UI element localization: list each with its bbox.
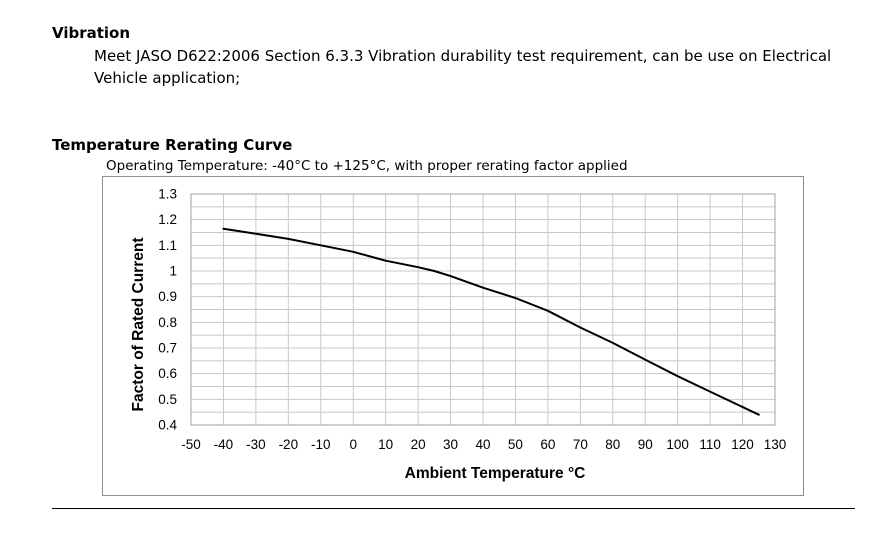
rerating-heading: Temperature Rerating Curve — [52, 136, 293, 154]
vibration-description: Meet JASO D622:2006 Section 6.3.3 Vibrat… — [94, 47, 832, 87]
y-axis-label: Factor of Rated Current — [130, 238, 147, 412]
x-tick-label: 10 — [378, 437, 393, 452]
x-tick-label: 0 — [349, 437, 357, 452]
x-tick-label: 70 — [573, 437, 588, 452]
y-tick-label: 1.1 — [158, 238, 177, 253]
x-tick-label: 80 — [605, 437, 620, 452]
vibration-heading: Vibration — [52, 24, 131, 42]
x-tick-label: -30 — [246, 437, 266, 452]
rerating-curve-line — [222, 227, 760, 416]
x-tick-label: 90 — [638, 437, 653, 452]
x-tick-label: -50 — [181, 437, 201, 452]
x-tick-label: -40 — [214, 437, 234, 452]
x-tick-label: -20 — [279, 437, 299, 452]
y-tick-label: 0.8 — [158, 315, 177, 330]
y-tick-label: 0.4 — [158, 418, 177, 433]
x-tick-label: 120 — [731, 437, 754, 452]
y-tick-label: 0.6 — [158, 366, 177, 381]
x-tick-label: 60 — [540, 437, 555, 452]
y-tick-label: 0.7 — [158, 341, 177, 356]
x-tick-label: 130 — [764, 437, 787, 452]
y-tick-label: 1.3 — [158, 187, 177, 202]
x-tick-label: 100 — [666, 437, 689, 452]
rerating-chart: 1.3 1.2 1.1 1 0.9 0.8 0.7 0.6 0.5 0.4 -50 -40 -30 -20… — [130, 187, 787, 483]
y-tick-label: 0.9 — [158, 289, 177, 304]
x-tick-label: 30 — [443, 437, 458, 452]
chart-frame: 1.3 1.2 1.1 1 0.9 0.8 0.7 0.6 0.5 0.4 -50 -40 -30 -20… — [102, 176, 804, 496]
page-divider — [52, 508, 855, 509]
x-tick-label: 110 — [699, 437, 721, 452]
x-axis-label: Ambient Temperature °C — [405, 465, 586, 482]
operating-temperature-note: Operating Temperature: -40°C to +125°C, … — [106, 158, 628, 174]
y-tick-label: 0.5 — [158, 392, 177, 407]
x-tick-label: 40 — [475, 437, 490, 452]
x-tick-label: -10 — [311, 437, 331, 452]
plot-area-border — [190, 193, 776, 426]
y-tick-label: 1 — [169, 264, 177, 279]
x-tick-label: 50 — [508, 437, 523, 452]
x-tick-label: 20 — [411, 437, 426, 452]
y-tick-label: 1.2 — [158, 212, 177, 227]
